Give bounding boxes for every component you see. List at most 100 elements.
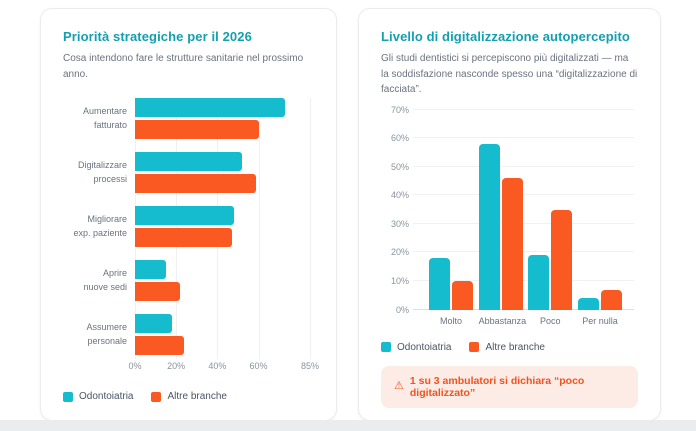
- gridline-0: [413, 308, 634, 310]
- x-axis-category-labels: Molto Abbastanza Poco Per nulla: [413, 316, 634, 326]
- category-label-3: Per nulla: [582, 315, 618, 326]
- legend-label-altre-branche: Altre branche: [167, 391, 227, 402]
- legend-swatch-orange: [469, 342, 480, 352]
- bar-teal-2: [135, 206, 234, 225]
- category-label-line: exp. paziente: [73, 227, 127, 238]
- legend-swatch-orange: [151, 391, 162, 402]
- bar-groups: [413, 110, 634, 310]
- y-tick-10: 10%: [390, 275, 409, 286]
- bar-group-3: [577, 110, 622, 310]
- category-label-2: Poco: [540, 315, 561, 326]
- bar-orange-2: [135, 228, 232, 247]
- bar-group-1: Digitalizzare processi: [63, 152, 314, 193]
- bar-group-2: Migliorare exp. paziente: [63, 206, 314, 247]
- bar-group-3: Aprire nuove sedi: [63, 260, 314, 301]
- card-title: Priorità strategiche per il 2026: [63, 29, 252, 44]
- bar-group-4: Assumere personale: [63, 314, 314, 355]
- bar-rows: Aumentare fatturato Digitalizzare processi M…: [63, 98, 314, 355]
- warning-callout: ⚠ 1 su 3 ambulatori si dichiara “poco di…: [381, 365, 638, 408]
- bar-group-0: [429, 110, 473, 310]
- legend-swatch-teal: [63, 391, 73, 402]
- bar-pair-0: [135, 98, 310, 139]
- gridline-60: [413, 137, 634, 139]
- bar-teal-0: [429, 258, 450, 310]
- card-subtitle: Cosa intendono fare le strutture sanitar…: [63, 53, 304, 80]
- y-tick-40: 40%: [390, 190, 409, 201]
- legend-item-altre-branche: Altre branche: [469, 341, 545, 353]
- bar-teal-1: [478, 143, 500, 310]
- bar-group-1: [478, 110, 523, 310]
- bar-teal-4: [135, 314, 173, 333]
- category-label-2: Migliorare exp. paziente: [63, 213, 127, 240]
- bar-group-0: Aumentare fatturato: [63, 98, 314, 139]
- gridline-20: [413, 251, 634, 253]
- bar-teal-2: [528, 255, 550, 310]
- y-tick-60: 60%: [390, 133, 409, 144]
- legend-item-altre-branche: Altre branche: [151, 391, 227, 402]
- category-label-line: Aumentare: [82, 106, 127, 116]
- bar-group-2: [528, 110, 573, 310]
- category-label-line: nuove sedi: [83, 281, 127, 292]
- category-label-line: Assumere: [86, 322, 127, 332]
- bar-pair-1: [135, 152, 310, 193]
- bar-orange-0: [135, 120, 259, 139]
- legend-label-odontoiatria: Odontoiatria: [79, 391, 134, 402]
- warning-text: 1 su 3 ambulatori si dichiara “poco digi…: [409, 374, 585, 399]
- bar-teal-3: [135, 260, 166, 279]
- legend-label-odontoiatria: Odontoiatria: [397, 341, 452, 353]
- card-strategic-priorities: Priorità strategiche per il 2026 Cosa in…: [40, 8, 337, 421]
- gridline-40: [413, 194, 634, 196]
- bar-pair-3: [135, 260, 310, 301]
- bar-orange-3: [135, 282, 181, 301]
- card-digitalization-level: Livello di digitalizzazione autopercepit…: [358, 8, 661, 421]
- legend-swatch-teal: [381, 342, 391, 352]
- category-label-1: Digitalizzare processi: [63, 159, 127, 186]
- gridline-60: [258, 98, 260, 359]
- category-label-line: Digitalizzare: [77, 160, 127, 170]
- legend-label-altre-branche: Altre branche: [485, 341, 545, 353]
- bar-pair-2: [135, 206, 310, 247]
- legend-item-odontoiatria: Odontoiatria: [381, 342, 451, 353]
- card-subtitle: Gli studi dentistici si percepiscono più…: [381, 53, 638, 95]
- category-label-line: personale: [87, 335, 127, 346]
- x-tick-0: 0%: [128, 361, 142, 371]
- warning-triangle-icon: ⚠: [394, 380, 404, 392]
- category-label-line: Aprire: [102, 268, 127, 278]
- y-tick-0: 0%: [395, 304, 409, 315]
- gridline-50: [413, 165, 634, 167]
- x-tick-40: 40%: [208, 361, 227, 371]
- strategic-priorities-bar-chart: Aumentare fatturato Digitalizzare processi M…: [63, 98, 319, 375]
- bar-orange-0: [452, 280, 473, 310]
- category-label-3: Aprire nuove sedi: [63, 267, 127, 294]
- x-axis-ticks: 0% 20% 40% 60% 85%: [128, 361, 319, 375]
- x-tick-20: 20%: [167, 361, 186, 371]
- category-label-1: Abbastanza: [478, 315, 527, 326]
- gridline-85: [310, 98, 311, 359]
- y-tick-50: 50%: [390, 161, 409, 172]
- digitalization-chart-wrapper: 0% 10% 20% 30% 40% 50% 60% 70% Molto Abbastanza P…: [381, 105, 638, 326]
- category-label-4: Assumere personale: [63, 321, 127, 348]
- card-title: Livello di digitalizzazione autopercepit…: [381, 29, 630, 44]
- bar-teal-3: [577, 298, 599, 310]
- x-tick-60: 60%: [249, 361, 268, 371]
- bar-teal-1: [135, 152, 243, 171]
- chart-legend: Odontoiatria Altre branche: [381, 342, 638, 353]
- bar-orange-3: [600, 289, 622, 310]
- bar-teal-0: [135, 98, 286, 117]
- bar-orange-2: [551, 209, 573, 310]
- y-tick-70: 70%: [390, 104, 409, 115]
- bar-orange-1: [135, 174, 257, 193]
- y-tick-20: 20%: [390, 247, 409, 258]
- category-label-line: processi: [93, 173, 127, 184]
- category-label-line: Migliorare: [87, 214, 127, 224]
- y-tick-30: 30%: [390, 218, 409, 229]
- bar-orange-1: [501, 178, 523, 310]
- gridline-10: [413, 279, 634, 281]
- bar-orange-4: [135, 336, 185, 355]
- digitalization-bar-chart: 0% 10% 20% 30% 40% 50% 60% 70%: [391, 105, 634, 315]
- chart-legend: Odontoiatria Altre branche: [63, 391, 314, 402]
- category-label-line: fatturato: [93, 119, 127, 130]
- category-label-0: Aumentare fatturato: [63, 105, 127, 132]
- bar-pair-4: [135, 314, 310, 355]
- legend-item-odontoiatria: Odontoiatria: [63, 391, 133, 402]
